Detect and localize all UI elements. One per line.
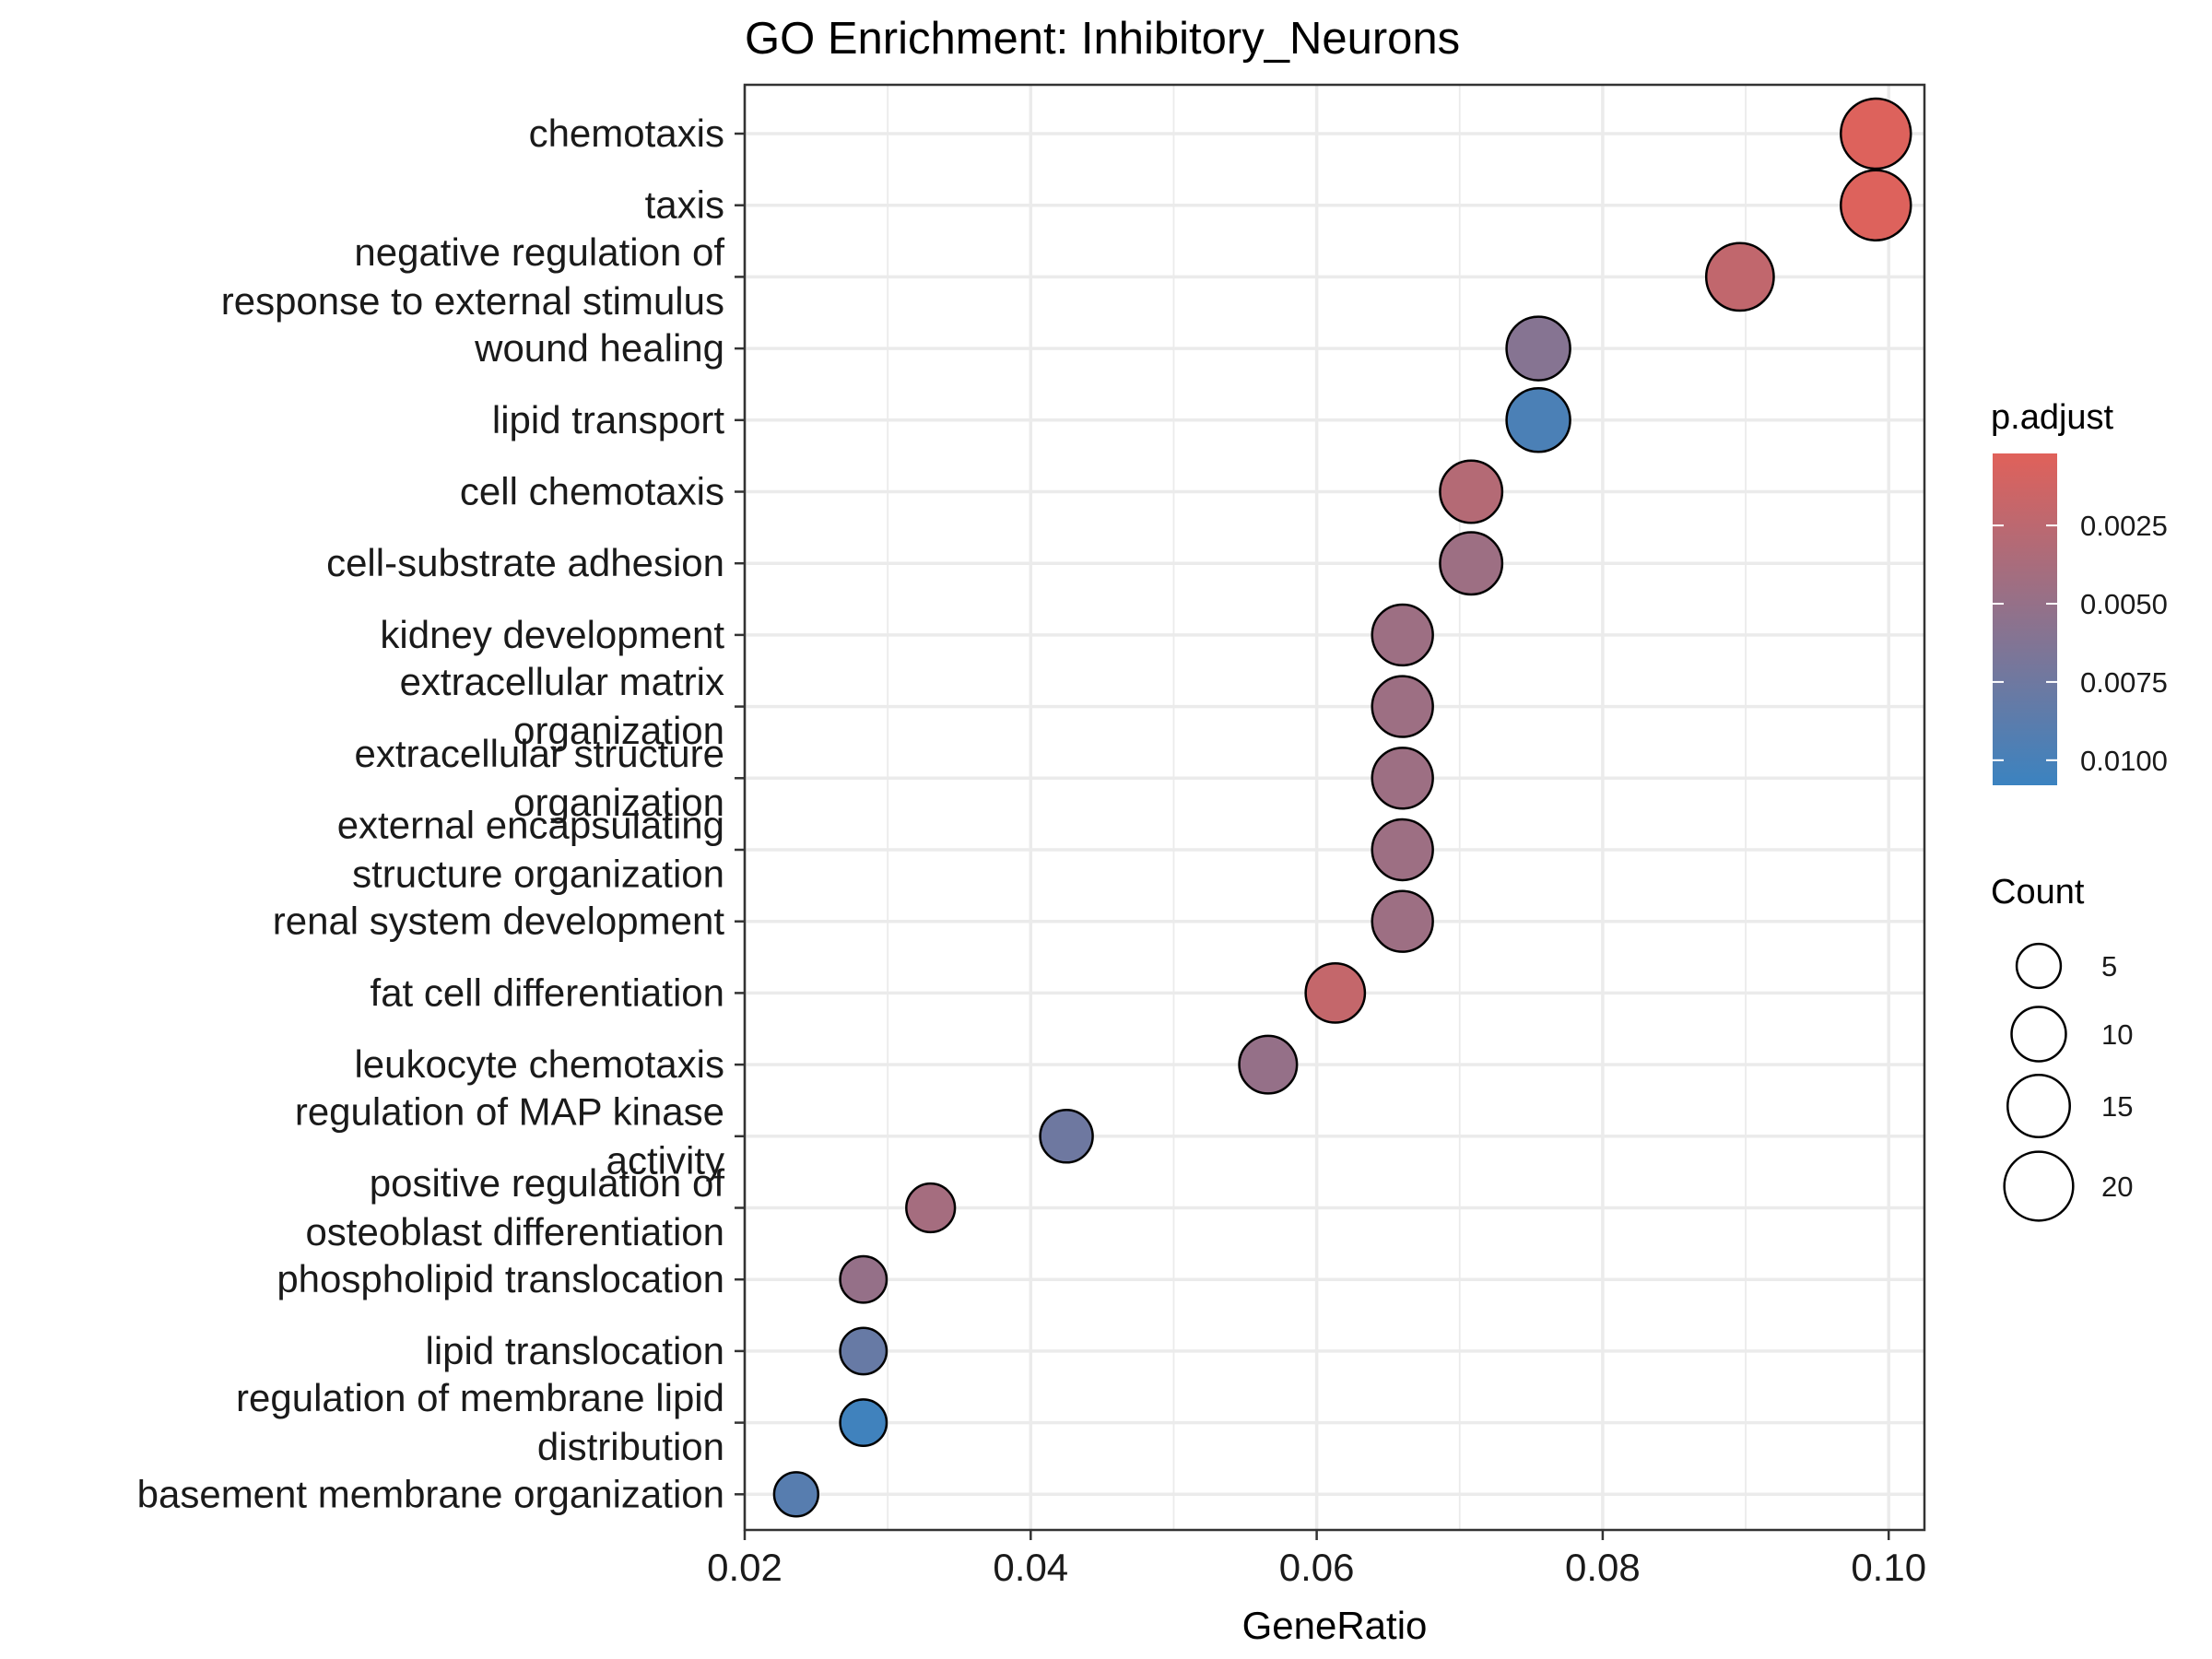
data-point <box>839 1326 888 1376</box>
y-axis-label: basement membrane organization <box>137 1472 724 1515</box>
x-axis-tick-label: 0.10 <box>1851 1546 1926 1589</box>
y-axis-label: chemotaxis <box>529 112 724 155</box>
panel-border <box>743 83 1926 1532</box>
y-axis-label: extracellular structure <box>355 732 724 775</box>
color-scale-bar <box>1993 453 2057 785</box>
data-point <box>1304 962 1367 1024</box>
x-axis-tick-label: 0.02 <box>707 1546 782 1589</box>
y-axis-label: structure organization <box>352 853 724 896</box>
y-axis-label: lipid translocation <box>425 1329 724 1372</box>
y-axis-label: cell-substrate adhesion <box>326 541 724 584</box>
size-legend-circle <box>2015 942 2063 990</box>
data-point <box>1840 97 1912 171</box>
y-axis-label: distribution <box>537 1425 724 1468</box>
size-legend-title: Count <box>1991 873 2085 912</box>
data-point <box>1704 241 1775 312</box>
y-axis-label: organization <box>513 709 724 752</box>
size-legend-circle <box>2010 1006 2067 1063</box>
y-axis-label: cell chemotaxis <box>460 470 724 513</box>
data-points <box>772 97 1912 1518</box>
y-axis-label: negative regulation of <box>354 230 724 274</box>
chart-title: GO Enrichment: Inhibitory_Neurons <box>745 14 1460 64</box>
size-legend-label: 15 <box>2101 1090 2133 1123</box>
y-axis-label: leukocyte chemotaxis <box>354 1042 724 1086</box>
data-point <box>1371 675 1434 738</box>
data-point <box>1505 315 1571 382</box>
y-axis-label: osteoblast differentiation <box>305 1210 724 1253</box>
y-axis-label: response to external stimulus <box>221 279 724 323</box>
data-point <box>1238 1034 1299 1095</box>
size-legend-circle <box>2006 1074 2071 1138</box>
size-legend-circle <box>2003 1150 2075 1222</box>
data-point <box>905 1182 957 1234</box>
y-axis-label: external encapsulating <box>337 804 724 847</box>
x-axis-tick-label: 0.04 <box>993 1546 1068 1589</box>
data-point <box>839 1254 888 1304</box>
x-axis-tick-label: 0.06 <box>1279 1546 1355 1589</box>
y-axis-label: extracellular matrix <box>400 660 724 703</box>
size-legend: Count 5 10 15 20 <box>1991 873 2133 1222</box>
color-scale-label: 0.0075 <box>2080 666 2168 699</box>
y-axis-label: kidney development <box>380 613 724 656</box>
data-point <box>772 1471 820 1518</box>
x-axis-title: GeneRatio <box>1242 1604 1428 1647</box>
color-scale-ticks: 0.0025 0.0050 0.0075 0.0100 <box>1993 510 2168 777</box>
data-point <box>839 1398 888 1448</box>
y-axis-label: positive regulation of <box>370 1161 725 1205</box>
size-legend-label: 20 <box>2101 1171 2133 1203</box>
y-axis-label: lipid transport <box>492 398 724 441</box>
size-legend-label: 5 <box>2101 950 2117 982</box>
data-point <box>1371 889 1434 953</box>
y-axis-label: renal system development <box>273 900 725 943</box>
y-axis-label: fat cell differentiation <box>371 971 724 1014</box>
data-point <box>1371 603 1434 667</box>
y-axis-label: wound healing <box>474 326 724 370</box>
data-point <box>1439 531 1504 596</box>
data-point <box>1439 459 1504 524</box>
y-axis-label: phospholipid translocation <box>276 1257 724 1300</box>
y-axis-label: activity <box>606 1138 724 1182</box>
x-axis-tick-label: 0.08 <box>1565 1546 1641 1589</box>
color-legend: p.adjust 0.0025 0.0050 0.0075 0.0100 <box>1991 398 2168 785</box>
y-axis-label: taxis <box>645 183 724 227</box>
data-point <box>1371 747 1434 810</box>
y-axis-label: organization <box>513 781 724 824</box>
data-point <box>1039 1109 1094 1164</box>
color-legend-title: p.adjust <box>1991 398 2114 437</box>
data-point <box>1371 818 1434 882</box>
x-axis: 0.02 0.04 0.06 0.08 0.10 <box>707 1530 1926 1589</box>
color-scale-label: 0.0025 <box>2080 510 2168 542</box>
y-axis-label: regulation of MAP kinase <box>295 1089 724 1133</box>
size-legend-label: 10 <box>2101 1018 2133 1051</box>
data-point <box>1840 169 1912 241</box>
data-point <box>1505 387 1571 453</box>
size-legend-keys: 5 10 15 20 <box>2003 942 2133 1222</box>
plot-panel <box>743 83 1926 1532</box>
color-scale-label: 0.0100 <box>2080 745 2168 777</box>
y-axis-label: regulation of membrane lipid <box>236 1376 724 1419</box>
panel-background <box>745 85 1924 1530</box>
color-scale-label: 0.0050 <box>2080 588 2168 620</box>
